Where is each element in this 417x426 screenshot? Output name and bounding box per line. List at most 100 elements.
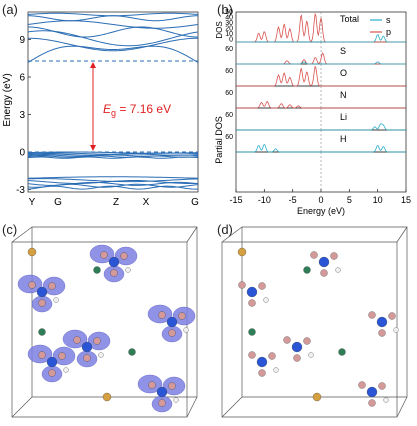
- oxygen-atom: [168, 329, 176, 337]
- dos-xticks: -15 -10 -5 0 5 10 15: [229, 189, 411, 205]
- oxygen-atom: [38, 351, 46, 359]
- dos-row-frame: [235, 85, 407, 109]
- hydrogen-atom: [383, 397, 389, 403]
- nitrogen-atom: [36, 286, 48, 298]
- oxygen-atom: [258, 282, 266, 290]
- oxygen-atom: [268, 352, 276, 360]
- oxygen-atom: [148, 381, 156, 389]
- dos-Li-s: [236, 123, 406, 131]
- dos-row-frame: [235, 41, 407, 65]
- hydrogen-atom: [335, 267, 341, 273]
- dos-row-label: H: [340, 134, 347, 144]
- band-plot-frame: [27, 11, 199, 193]
- dos-xtick-label: 10: [373, 195, 383, 205]
- dos-total-s: [236, 34, 406, 43]
- conduction-band: [27, 12, 199, 17]
- hydrogen-atom: [393, 327, 399, 333]
- oxygen-atom: [368, 311, 376, 319]
- hydrogen-atom: [183, 327, 189, 333]
- oxygen-atom: [158, 399, 166, 407]
- hydrogen-atom: [308, 352, 314, 358]
- deep-valence-band: [27, 176, 199, 179]
- dos-H-s: [236, 143, 406, 153]
- cell-back-face: [241, 226, 408, 398]
- oxygen-atom: [248, 299, 256, 307]
- oxygen-atom: [83, 354, 91, 362]
- dos-row-label: S: [340, 46, 346, 56]
- kpoint-label: G: [191, 197, 199, 208]
- dos-xtick-label: -15: [229, 195, 242, 205]
- dos-S-s: [236, 61, 406, 65]
- dos-row-frame: [235, 63, 407, 87]
- dos-xlabel: Energy (eV): [297, 206, 345, 216]
- band-ytick-label: 3: [19, 110, 25, 121]
- nitrogen-atom: [108, 256, 120, 268]
- nitrogen-atom: [376, 316, 388, 328]
- oxygen-atom: [248, 351, 256, 359]
- dos-row-ytick: 60: [225, 68, 233, 75]
- gap-label: Eg = 7.16 eV: [103, 102, 171, 118]
- panel-d-label: (d): [217, 222, 233, 237]
- crystal-structure-d: [221, 226, 408, 418]
- oxygen-atom: [283, 336, 291, 344]
- dos-row-ytick: 60: [225, 134, 233, 141]
- panel-b-label: (b): [217, 2, 233, 17]
- gap-label-value: = 7.16 eV: [116, 102, 171, 116]
- oxygen-atom: [48, 369, 56, 377]
- nitrogen-atom: [256, 356, 268, 368]
- lithium-atom: [93, 266, 101, 274]
- oxygen-atom: [358, 381, 366, 389]
- dos-N-p: [236, 100, 406, 109]
- cell-edge: [396, 226, 408, 243]
- oxygen-atom: [378, 382, 386, 390]
- oxygen-atom: [28, 281, 36, 289]
- valence-band: [27, 154, 199, 157]
- nitrogen-atom: [291, 341, 303, 353]
- deep-valence-band: [27, 183, 199, 188]
- dos-row-ytick: 60: [225, 90, 233, 97]
- oxygen-atom: [158, 311, 166, 319]
- oxygen-atom: [48, 282, 56, 290]
- conduction-band: [27, 45, 199, 63]
- oxygen-atom: [93, 337, 101, 345]
- conduction-band: [27, 15, 199, 22]
- oxygen-atom: [320, 269, 328, 277]
- dos-row-ytick: 60: [225, 46, 233, 53]
- kpoint-label: X: [143, 197, 150, 208]
- dos-row-frame: [235, 107, 407, 131]
- gap-arrow-down-head: [90, 145, 96, 151]
- nitrogen-atom: [46, 356, 58, 368]
- cell-edge: [186, 396, 198, 418]
- gap-arrow-up-head: [90, 62, 96, 68]
- dos-row-label: Li: [340, 112, 347, 122]
- nitrogen-atom: [246, 286, 258, 298]
- nitrogen-atom: [81, 341, 93, 353]
- partial-dos-ylabel: Partial DOS: [214, 116, 224, 164]
- dos-xtick-label: 0: [318, 195, 323, 205]
- oxygen-atom: [378, 329, 386, 337]
- dos-O-p: [236, 65, 406, 87]
- gap-label-sub: g: [111, 108, 116, 118]
- dos-row-label: N: [340, 90, 347, 100]
- cell-edge: [11, 226, 33, 243]
- panel-a-label: (a): [2, 2, 18, 17]
- kpoint-label: Y: [29, 197, 36, 208]
- sulfur-atom: [27, 247, 37, 257]
- dos-total-p: [236, 12, 406, 43]
- dos-xtick-label: -10: [258, 195, 271, 205]
- oxygen-atom: [303, 337, 311, 345]
- oxygen-atom: [178, 312, 186, 320]
- band-yticks: -3 0 3 6 9: [16, 35, 31, 196]
- oxygen-atom: [120, 252, 128, 260]
- conduction-band: [27, 37, 199, 52]
- legend-s-label: s: [386, 15, 391, 25]
- oxygen-atom: [368, 399, 376, 407]
- oxygen-atom: [330, 252, 338, 260]
- cell-edge: [396, 396, 408, 418]
- oxygen-atom: [238, 281, 246, 289]
- hydrogen-atom: [273, 367, 279, 373]
- conduction-band: [27, 26, 199, 38]
- lithium-atom: [128, 348, 136, 356]
